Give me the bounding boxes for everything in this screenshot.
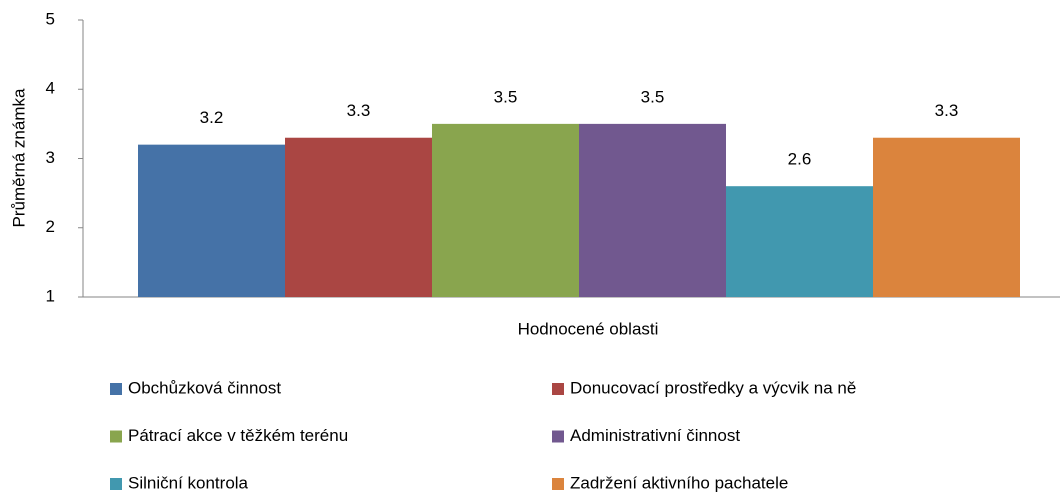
bar: [432, 123, 579, 297]
legend-swatch: [110, 478, 122, 490]
y-axis-label: Průměrná známka: [9, 88, 28, 227]
bar: [579, 123, 726, 297]
legend-label: Zadržení aktivního pachatele: [570, 473, 788, 492]
legend-swatch: [110, 430, 122, 443]
y-tick-label: 2: [46, 217, 55, 236]
legend-label: Obchůzková činnost: [128, 378, 281, 397]
bar: [285, 137, 432, 297]
bar: [726, 186, 873, 297]
value-label: 3.5: [641, 87, 665, 106]
legend-label: Administrativní činnost: [570, 426, 740, 445]
legend-label: Donucovací prostředky a výcvik na ně: [570, 378, 856, 397]
value-label: 2.6: [788, 150, 812, 169]
legend-swatch: [552, 478, 564, 490]
legend-swatch: [552, 383, 564, 395]
bar: [873, 137, 1020, 297]
y-tick-label: 1: [46, 286, 55, 305]
value-label: 3.3: [347, 101, 371, 120]
y-tick-label: 5: [46, 9, 55, 28]
x-axis-label: Hodnocené oblasti: [518, 319, 659, 338]
value-label: 3.2: [200, 108, 224, 127]
legend-label: Silniční kontrola: [128, 473, 249, 492]
legend-label: Pátrací akce v těžkém terénu: [128, 426, 348, 445]
legend-swatch: [110, 383, 122, 395]
legend-swatch: [552, 430, 564, 443]
bar: [138, 144, 285, 297]
y-tick-label: 4: [46, 79, 55, 98]
y-tick-label: 3: [46, 148, 55, 167]
value-label: 3.5: [494, 87, 518, 106]
value-label: 3.3: [935, 101, 959, 120]
